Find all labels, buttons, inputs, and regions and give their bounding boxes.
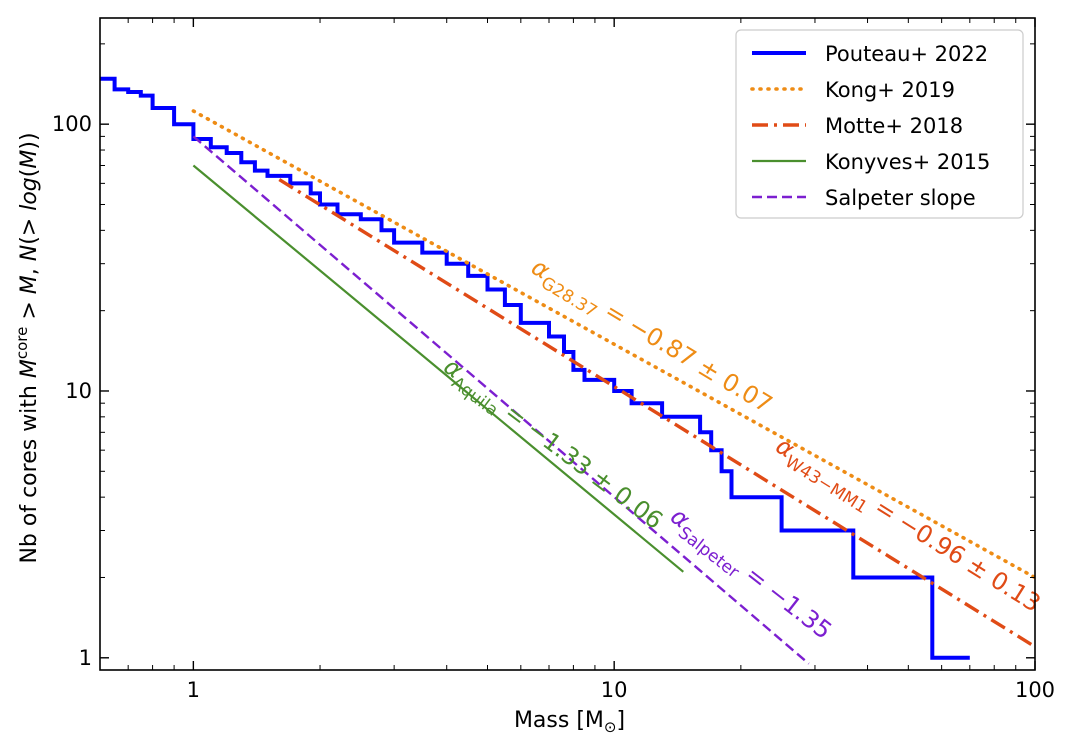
series-kong-2019 xyxy=(191,109,1035,580)
legend-label-pouteau-2022: Pouteau+ 2022 xyxy=(825,42,988,66)
x-tick-label: 100 xyxy=(1015,678,1055,702)
legend-label-motte-2018: Motte+ 2018 xyxy=(825,114,963,138)
legend-label-konyves-2015: Konyves+ 2015 xyxy=(825,150,990,174)
series-konyves-2015 xyxy=(192,164,685,573)
y-tick-label: 100 xyxy=(52,112,92,136)
y-tick-label: 10 xyxy=(65,379,92,403)
series-pouteau-2022 xyxy=(100,76,970,660)
x-tick-label: 1 xyxy=(187,678,200,702)
x-tick-label: 10 xyxy=(601,678,628,702)
y-axis-label: Nb of cores with Mcore > M, N(> log(M)) xyxy=(13,132,42,563)
series-layer xyxy=(100,76,1035,665)
axes-layer: 1 10 100 1 10 100 Mass [M⊙] Nb of cores with Mc… xyxy=(13,17,1055,736)
x-axis-label: Mass [M⊙] xyxy=(514,708,625,736)
series-motte-2018 xyxy=(278,178,1035,649)
y-tick-label: 1 xyxy=(79,646,92,670)
legend-label-salpeter-slope: Salpeter slope xyxy=(825,186,976,210)
legend: Pouteau+ 2022 Kong+ 2019 Motte+ 2018 Konyve… xyxy=(735,29,1024,219)
series-salpeter-slope xyxy=(192,135,810,665)
legend-box xyxy=(735,29,1024,219)
axes-frame xyxy=(99,17,1036,671)
legend-label-kong-2019: Kong+ 2019 xyxy=(825,78,955,102)
